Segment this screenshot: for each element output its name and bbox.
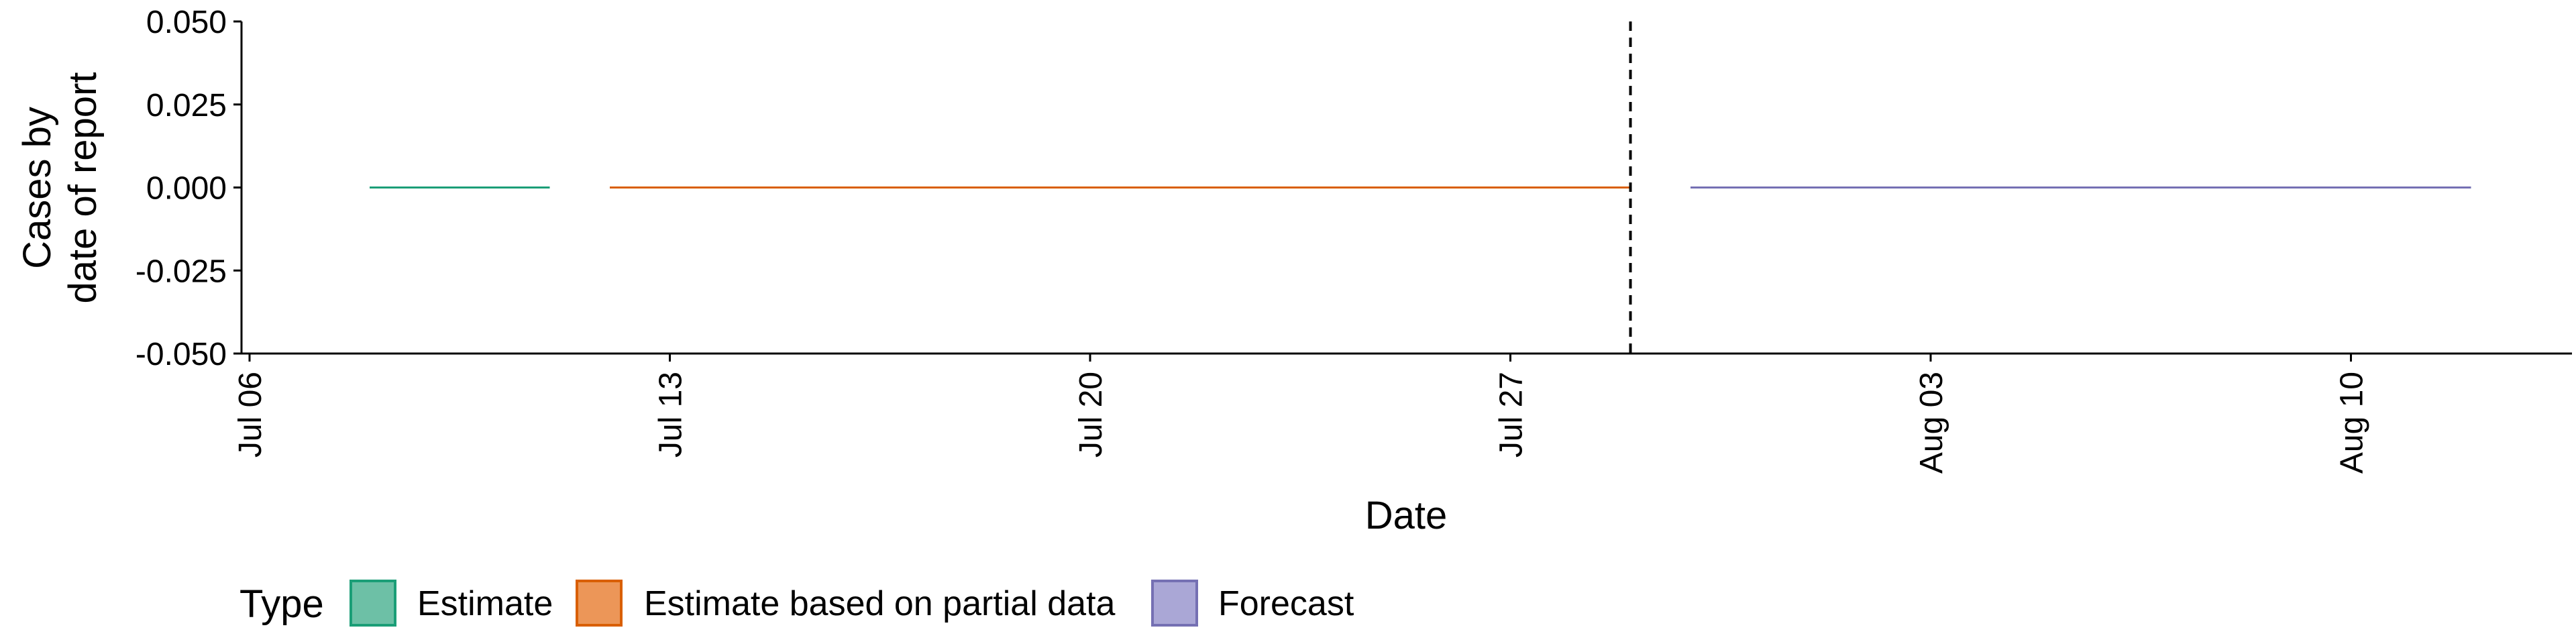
x-tick-label: Aug 03 <box>1914 372 1949 474</box>
plot-area <box>370 21 2471 354</box>
x-tick-label: Jul 06 <box>233 372 268 458</box>
y-tick-label: 0.000 <box>146 171 227 207</box>
legend: Type Estimate Estimate based on partial … <box>239 580 1354 627</box>
y-tick-label: 0.025 <box>146 88 227 123</box>
legend-key-forecast <box>1151 580 1198 627</box>
y-tick-label: 0.050 <box>146 5 227 40</box>
legend-label-estimate: Estimate <box>417 584 553 623</box>
legend-title: Type <box>239 582 324 626</box>
legend-key-estimate <box>350 580 396 627</box>
y-axis-title-line-2: date of report <box>61 72 105 304</box>
x-tick-label: Jul 20 <box>1073 372 1109 458</box>
legend-label-estimate-partial: Estimate based on partial data <box>644 584 1116 623</box>
x-tick-label: Aug 10 <box>2334 372 2370 474</box>
legend-label-forecast: Forecast <box>1218 584 1354 623</box>
x-axis-title: Date <box>1365 494 1448 537</box>
x-ticks: Jul 06 Jul 13 Jul 20 Jul 27 Aug 03 Aug 10 <box>233 354 2370 474</box>
x-tick-label: Jul 13 <box>653 372 689 458</box>
legend-key-estimate-partial <box>576 580 623 627</box>
x-tick-label: Jul 27 <box>1494 372 1529 458</box>
y-ticks: 0.050 0.025 0.000 -0.025 -0.050 <box>136 5 241 372</box>
y-tick-label: -0.050 <box>136 337 227 372</box>
y-axis-title-line-1: Cases by <box>15 107 59 269</box>
y-tick-label: -0.025 <box>136 254 227 289</box>
